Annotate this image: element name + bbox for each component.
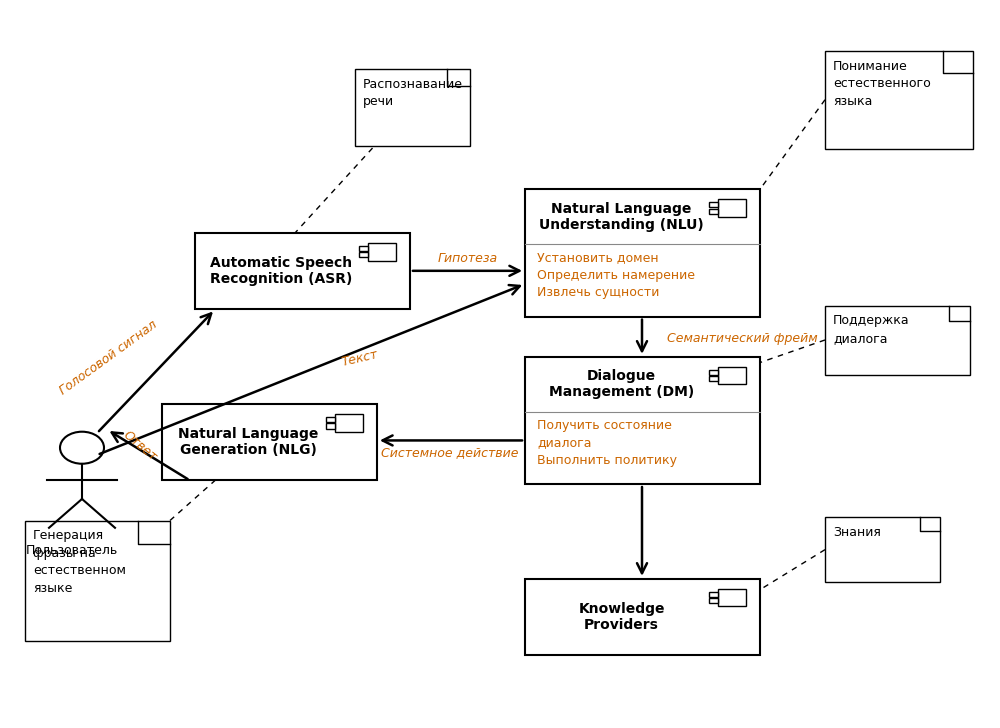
FancyBboxPatch shape: [825, 306, 970, 375]
Text: Системное действие: Системное действие: [381, 446, 519, 459]
Text: Поддержка
диалога: Поддержка диалога: [833, 314, 910, 345]
Text: Установить домен
Определить намерение
Извлечь сущности: Установить домен Определить намерение Из…: [537, 251, 695, 299]
FancyBboxPatch shape: [825, 51, 973, 149]
Text: Голосовой сигнал: Голосовой сигнал: [57, 318, 159, 398]
FancyBboxPatch shape: [709, 598, 718, 604]
Text: Natural Language
Generation (NLG): Natural Language Generation (NLG): [178, 427, 319, 457]
FancyBboxPatch shape: [162, 404, 377, 480]
Text: Dialogue
Management (DM): Dialogue Management (DM): [549, 369, 694, 399]
FancyBboxPatch shape: [368, 243, 396, 261]
Text: Распознавание
речи: Распознавание речи: [363, 78, 463, 108]
Text: Ответ: Ответ: [121, 428, 159, 463]
Text: Текст: Текст: [341, 348, 379, 368]
FancyBboxPatch shape: [709, 370, 718, 375]
FancyBboxPatch shape: [525, 579, 760, 655]
Text: Гипотеза: Гипотеза: [438, 252, 498, 265]
Text: Генерация
фразы на
естественном
языке: Генерация фразы на естественном языке: [33, 529, 126, 595]
FancyBboxPatch shape: [25, 521, 170, 641]
FancyBboxPatch shape: [718, 589, 746, 606]
Text: Знания: Знания: [833, 526, 881, 539]
FancyBboxPatch shape: [326, 417, 335, 422]
FancyBboxPatch shape: [355, 69, 470, 146]
FancyBboxPatch shape: [709, 209, 718, 214]
Text: Пользователь: Пользователь: [26, 544, 118, 557]
Text: Понимание
естественного
языка: Понимание естественного языка: [833, 60, 931, 108]
Text: Knowledge
Providers: Knowledge Providers: [578, 602, 665, 632]
FancyBboxPatch shape: [359, 246, 368, 251]
FancyBboxPatch shape: [825, 517, 940, 582]
FancyBboxPatch shape: [525, 189, 760, 317]
FancyBboxPatch shape: [709, 202, 718, 207]
Text: Семантический фрейм: Семантический фрейм: [667, 332, 817, 345]
FancyBboxPatch shape: [335, 414, 363, 432]
FancyBboxPatch shape: [525, 357, 760, 484]
FancyBboxPatch shape: [709, 592, 718, 597]
Text: Automatic Speech
Recognition (ASR): Automatic Speech Recognition (ASR): [210, 256, 353, 286]
Text: Natural Language
Understanding (NLU): Natural Language Understanding (NLU): [539, 202, 704, 232]
FancyBboxPatch shape: [718, 199, 746, 217]
FancyBboxPatch shape: [718, 367, 746, 384]
Text: Получить состояние
диалога
Выполнить политику: Получить состояние диалога Выполнить пол…: [537, 419, 677, 467]
FancyBboxPatch shape: [709, 376, 718, 381]
FancyBboxPatch shape: [326, 424, 335, 429]
FancyBboxPatch shape: [359, 253, 368, 258]
FancyBboxPatch shape: [195, 233, 410, 309]
